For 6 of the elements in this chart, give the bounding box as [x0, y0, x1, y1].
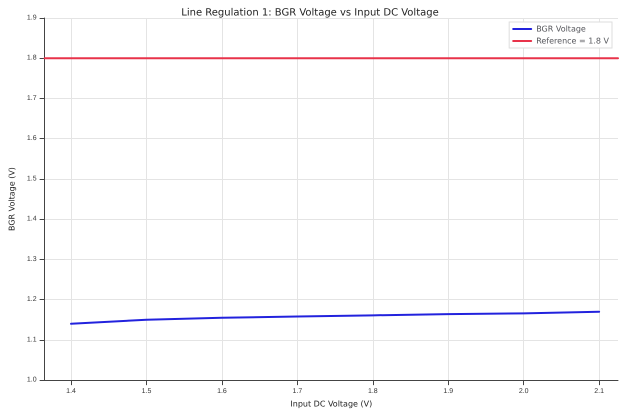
x-axis-title: Input DC Voltage (V) — [290, 400, 372, 408]
line-series — [70, 310, 600, 325]
y-axis-title: BGR Voltage (V) — [8, 167, 16, 232]
legend-label: BGR Voltage — [536, 24, 586, 34]
chart-title: Line Regulation 1: BGR Voltage vs Input DC Voltage — [181, 8, 439, 18]
legend-label: Reference = 1.8 V — [536, 36, 610, 46]
